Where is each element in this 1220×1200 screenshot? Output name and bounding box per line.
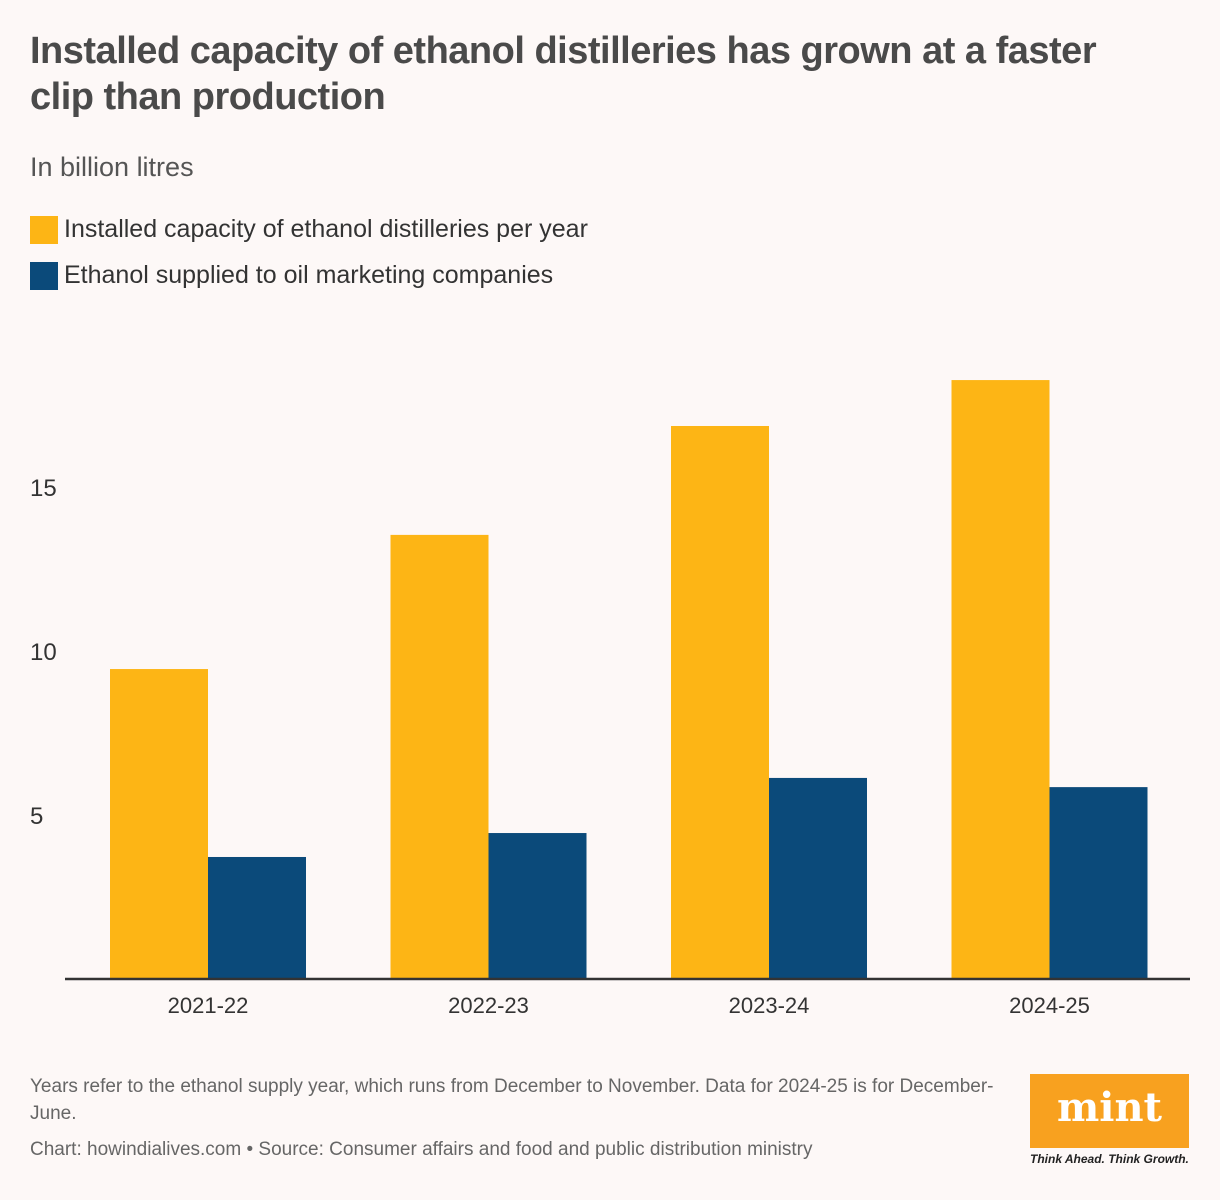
source-line: Chart: howindialives.com • Source: Consu… (30, 1139, 813, 1160)
bar-supplied-2021-22 (208, 856, 306, 979)
legend-label-supplied: Ethanol supplied to oil marketing compan… (64, 261, 554, 289)
footnote: Years refer to the ethanol supply year, … (30, 1076, 994, 1124)
bar-capacity-2022-23 (390, 534, 489, 979)
x-tick-label: 2023-24 (729, 993, 810, 1018)
bar-capacity-2023-24 (671, 425, 769, 979)
bar-supplied-2023-24 (769, 777, 867, 979)
legend-item-supplied: Ethanol supplied to oil marketing compan… (30, 261, 553, 290)
chart-title: Installed capacity of ethanol distilleri… (30, 30, 1097, 118)
legend-swatch-capacity (30, 215, 58, 244)
legend-swatch-supplied (30, 261, 58, 290)
bar-capacity-2024-25 (951, 380, 1050, 979)
mint-logo: mint (1030, 1074, 1189, 1148)
y-tick-label: 15 (30, 475, 57, 502)
chart-subtitle: In billion litres (30, 152, 194, 182)
x-tick-label: 2021-22 (168, 993, 249, 1018)
bar-supplied-2024-25 (1049, 787, 1148, 979)
legend-item-capacity: Installed capacity of ethanol distilleri… (30, 215, 588, 244)
x-tick-label: 2022-23 (448, 993, 529, 1018)
y-tick-label: 5 (30, 803, 43, 830)
legend-label-capacity: Installed capacity of ethanol distilleri… (64, 215, 588, 243)
plot-area: 2021-22 2022-23 2023-24 2024-25 5 10 15 (30, 380, 1190, 1018)
bar-capacity-2021-22 (110, 669, 208, 979)
y-tick-label: 10 (30, 639, 57, 666)
bar-supplied-2022-23 (488, 833, 587, 979)
x-tick-label: 2024-25 (1009, 993, 1090, 1018)
logo-tagline: Think Ahead. Think Growth. (1030, 1152, 1189, 1166)
